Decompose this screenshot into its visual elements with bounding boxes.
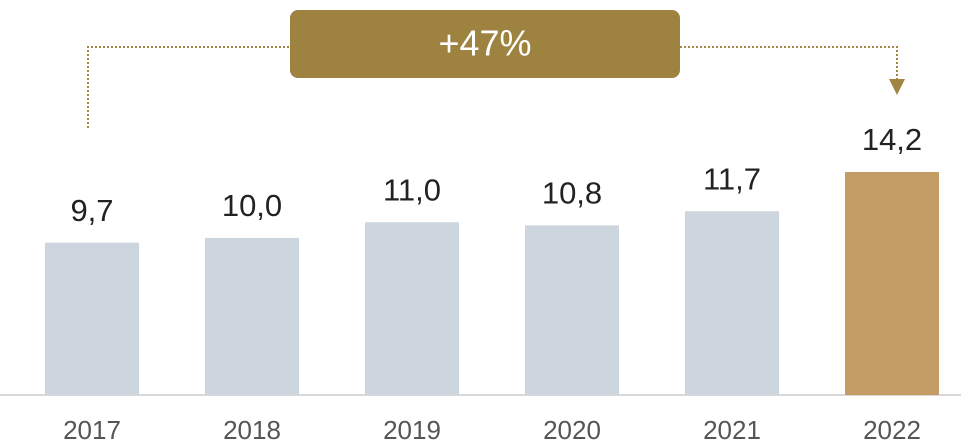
x-tick-label: 2020 [543,415,601,445]
bar [525,225,619,395]
value-label: 9,7 [70,193,113,228]
x-tick-label: 2019 [383,415,441,445]
annotation-box [290,10,680,78]
bar [365,222,459,395]
arrow [889,79,905,95]
value-label: 11,7 [703,161,761,196]
value-label: 11,0 [383,172,441,207]
bracket-left [87,46,290,128]
value-label: 14,2 [862,122,922,157]
x-tick-label: 2022 [863,415,921,445]
bar [205,237,299,395]
value-label: 10,8 [542,176,602,211]
annotation: +47% [438,23,531,64]
x-tick-label: 2021 [703,415,761,445]
x-tick-label: 2018 [223,415,281,445]
bracket-right [680,46,898,80]
x-tick-label: 2017 [63,415,121,445]
value-label: 10,0 [222,188,282,223]
bar [45,242,139,395]
bar [685,211,779,395]
bar [845,172,939,395]
